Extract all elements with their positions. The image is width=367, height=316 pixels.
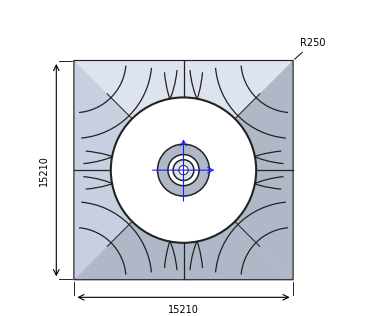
Polygon shape xyxy=(75,61,292,170)
Circle shape xyxy=(157,144,210,196)
Text: 15210: 15210 xyxy=(39,155,48,185)
FancyBboxPatch shape xyxy=(75,61,292,279)
Text: 15210: 15210 xyxy=(168,305,199,315)
Circle shape xyxy=(179,166,188,175)
Polygon shape xyxy=(184,61,292,279)
Text: R250: R250 xyxy=(295,38,326,59)
Circle shape xyxy=(173,160,194,180)
Polygon shape xyxy=(75,170,292,279)
Circle shape xyxy=(111,97,256,243)
Polygon shape xyxy=(75,61,184,279)
Circle shape xyxy=(168,155,199,186)
